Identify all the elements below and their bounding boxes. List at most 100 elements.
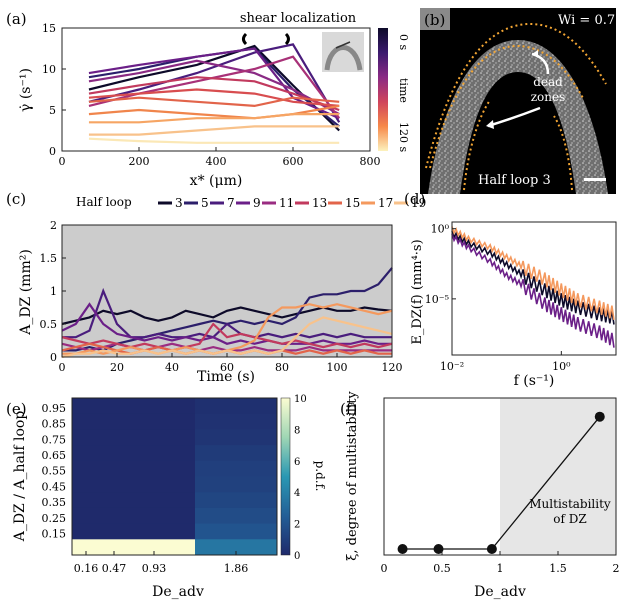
half-loop-label: Half loop 3 <box>478 173 551 188</box>
heatmap-cell <box>72 429 195 446</box>
legend-entry: 3 <box>175 196 183 210</box>
heatmap-cell <box>72 398 195 415</box>
panel-c-lines <box>61 267 393 359</box>
legend-entry: 17 <box>378 196 393 210</box>
panel-label-c: (c) <box>6 190 26 208</box>
panel-label-b: (b) <box>424 11 445 29</box>
y-tick-label: 0.25 <box>42 512 67 525</box>
x-tick-label: 10⁰ <box>552 360 571 373</box>
y-tick-label: 0.45 <box>42 480 67 493</box>
y-tick-label: 0.65 <box>42 449 67 462</box>
panel-c-legend: Half loop 3 5 7 9 11 13 15 17 19 <box>76 195 426 210</box>
colorbar-tick-label: 6 <box>294 457 300 468</box>
annotation-arrow-left <box>242 32 248 46</box>
x-tick-label: 120 <box>382 361 403 374</box>
heatmap-cell <box>195 398 277 415</box>
multistability-label-2: of DZ <box>553 512 586 526</box>
heatmap-cell <box>72 445 195 462</box>
inset-thumbnail <box>322 32 364 72</box>
y-tick-label: 1.5 <box>40 252 58 265</box>
panel-b: (b) Wi = 0.78 dead zones Half loop 3 <box>420 8 622 194</box>
heatmap-cell <box>72 507 195 525</box>
panel-label-e: (e) <box>6 400 27 418</box>
legend-entry: 13 <box>312 196 327 210</box>
pdf-colorbar-label: p.d.f. <box>313 461 327 492</box>
channel-body <box>428 40 608 194</box>
panel-e-y-label: A_DZ / A_half loop <box>12 411 28 543</box>
spectrum-line <box>451 233 615 348</box>
y-tick-label: 0 <box>50 351 57 364</box>
y-tick-label: 5 <box>49 104 56 117</box>
panel-d-ticks: 10⁻² 10⁰ 10⁰ 10⁻⁵ <box>425 223 571 373</box>
dead-zones-label-2: zones <box>531 90 566 104</box>
panel-e-frame <box>71 397 278 556</box>
weissenberg-label: Wi = 0.78 <box>558 13 622 28</box>
y-tick-label: 0.55 <box>42 465 67 478</box>
panel-f-ticks: 0 0.5 1 1.5 2 <box>381 551 620 575</box>
half-loop-3-line <box>61 306 393 326</box>
heatmap-cell <box>195 460 277 477</box>
shear-rate-line <box>88 96 340 108</box>
shear-rate-line <box>88 137 340 144</box>
legend-entry: 15 <box>345 196 360 210</box>
dead-zone-boundary-left <box>463 99 491 191</box>
panel-label-d: (d) <box>404 190 425 208</box>
panel-d-lines <box>451 226 615 348</box>
legend-entry: 9 <box>253 196 261 210</box>
panel-a-x-ticks: 0 200 400 600 800 <box>59 147 381 168</box>
panel-a-y-label: γ̇ (s⁻¹) <box>18 68 34 112</box>
legend-entry: 5 <box>201 196 209 210</box>
scale-bar <box>584 178 606 181</box>
y-tick-label: 15 <box>42 22 56 35</box>
heatmap-cell <box>195 429 277 446</box>
multistability-line <box>402 416 601 550</box>
time-colorbar <box>378 28 388 151</box>
heatmap-cell <box>195 523 277 540</box>
shear-rate-line <box>88 104 340 120</box>
panel-label-f: (f) <box>340 400 357 418</box>
heatmap-cell <box>195 539 277 556</box>
x-tick-label: 0 <box>59 361 66 374</box>
half-loop-7-line <box>62 287 392 339</box>
shear-rate-line <box>88 59 340 116</box>
panel-b-letter-box <box>420 8 450 30</box>
x-tick-label: 0.5 <box>433 562 451 575</box>
y-tick-label: 10⁻⁵ <box>425 293 449 306</box>
panel-d-frame <box>451 221 617 356</box>
multistability-point <box>397 544 408 554</box>
colorbar-tick-label: 8 <box>294 425 300 436</box>
x-tick-label: 0 <box>59 155 66 168</box>
heatmap-cell <box>72 539 195 556</box>
heatmap-cell <box>195 492 277 509</box>
x-tick-label: 1 <box>497 562 504 575</box>
panel-a-x-label: x* (μm) <box>190 173 243 189</box>
heatmap-cell <box>195 413 277 430</box>
y-tick-label: 2 <box>50 219 57 232</box>
dead-zone-arrow-down-head <box>486 120 494 129</box>
legend-entry: 19 <box>411 196 426 210</box>
y-tick-label: 0.95 <box>42 402 67 415</box>
x-tick-label: 600 <box>283 155 304 168</box>
y-tick-label: 0 <box>49 145 56 158</box>
shear-rate-line <box>88 43 341 123</box>
dead-zone-arrow-up-head <box>532 50 538 58</box>
legend-entry: 7 <box>227 196 235 210</box>
shear-rate-line <box>88 55 341 119</box>
multistability-point <box>594 411 605 422</box>
panel-a-lines <box>88 43 341 144</box>
panel-c-y-label: A_DZ (mm²) <box>18 249 34 336</box>
heatmap-cell <box>72 460 195 477</box>
panel-f-x-label: De_adv <box>474 584 526 600</box>
colorbar-top-label: 0 s <box>397 34 410 50</box>
spectrum-line <box>451 226 615 321</box>
heatmap-cell <box>195 476 277 493</box>
legend-title: Half loop <box>76 195 132 209</box>
panel-c: (c) 0 20 40 60 80 100 120 0 0.5 1 1.5 2 Half loop … <box>6 190 426 385</box>
panel-f-shaded-region <box>500 398 616 555</box>
x-tick-label: 400 <box>206 155 227 168</box>
x-tick-label: 0.93 <box>142 562 167 575</box>
pdf-colorbar-ticks: 0 2 4 6 8 10 <box>294 394 307 562</box>
dead-zones-label-1: dead <box>533 75 563 89</box>
x-tick-label: 10⁻² <box>440 360 464 373</box>
